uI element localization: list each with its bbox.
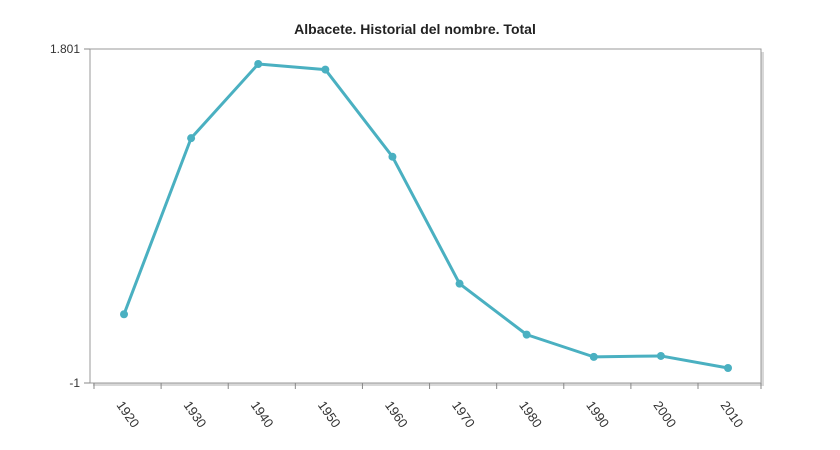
x-tick-label: 2000 bbox=[650, 398, 679, 430]
data-point[interactable] bbox=[388, 152, 397, 161]
x-axis: 1920 1930 1940 1950 1960 1970 1980 1990 2000 2010 bbox=[93, 383, 762, 430]
data-point[interactable] bbox=[254, 60, 263, 69]
y-tick-label: 1.801 bbox=[50, 42, 80, 56]
x-tick-label: 1950 bbox=[315, 398, 344, 430]
series-line bbox=[122, 62, 729, 370]
data-point[interactable] bbox=[120, 310, 128, 319]
chart-title: Albacete. Historial del nombre. Total bbox=[294, 21, 536, 37]
x-tick-label: 1980 bbox=[516, 398, 545, 430]
x-tick-label: 1930 bbox=[181, 398, 210, 430]
data-point[interactable] bbox=[589, 352, 598, 361]
data-point[interactable] bbox=[656, 351, 665, 360]
x-tick-label: 1990 bbox=[583, 398, 612, 430]
data-point[interactable] bbox=[724, 363, 732, 372]
data-point[interactable] bbox=[187, 134, 196, 143]
y-tick-label: -1 bbox=[69, 376, 80, 390]
data-point[interactable] bbox=[522, 330, 531, 339]
x-tick-label: 1970 bbox=[449, 398, 478, 430]
data-point[interactable] bbox=[455, 279, 464, 288]
y-axis: 1.801 -1 bbox=[50, 42, 90, 390]
x-tick-label: 2010 bbox=[718, 398, 747, 430]
plot-frame bbox=[89, 48, 762, 384]
series-layer bbox=[120, 60, 732, 372]
x-tick-label: 1920 bbox=[114, 398, 143, 430]
data-point[interactable] bbox=[321, 65, 330, 74]
x-tick-label: 1960 bbox=[382, 398, 411, 430]
x-tick-label: 1940 bbox=[248, 398, 277, 430]
